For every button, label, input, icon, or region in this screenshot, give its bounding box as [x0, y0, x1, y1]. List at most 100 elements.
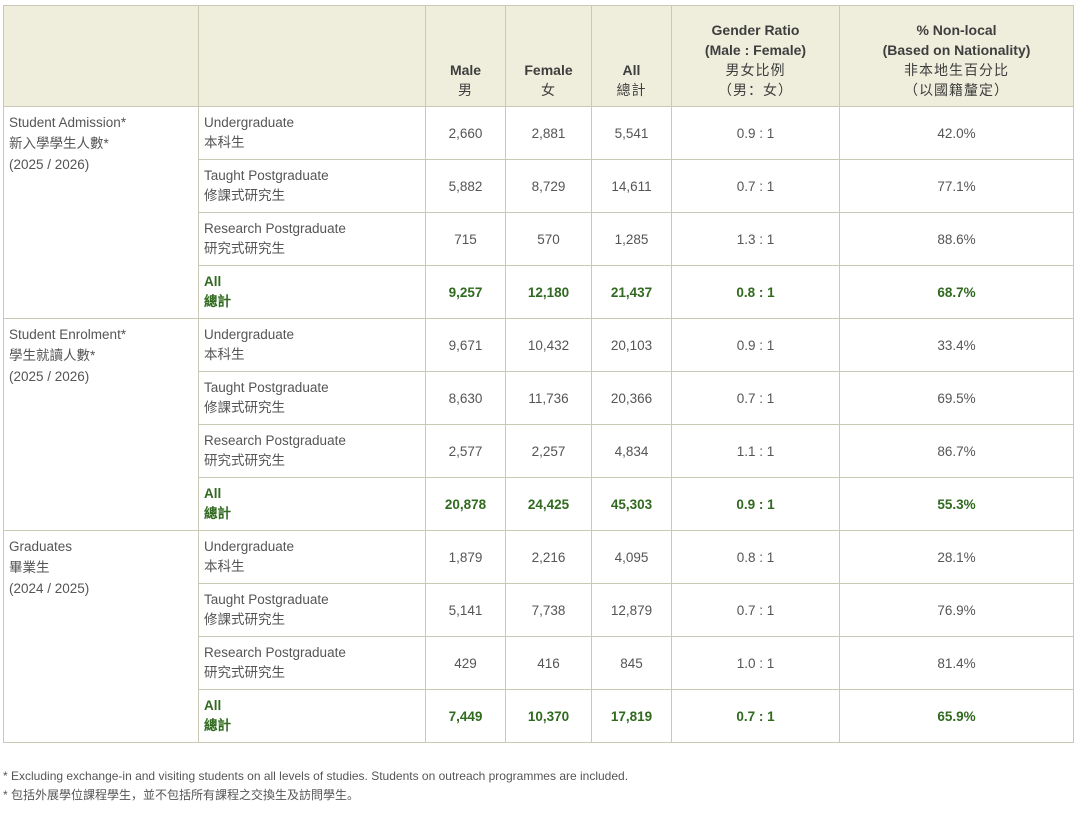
level-zh: 本科生 — [204, 347, 245, 362]
level-en: Undergraduate — [204, 539, 295, 554]
all-value: 4,095 — [591, 530, 672, 584]
level-cell: Taught Postgraduate 修課式研究生 — [198, 159, 426, 213]
table-body: Student Admission* 新入學學生人數* (2025 / 2026) U… — [3, 106, 1074, 743]
male-value: 9,257 — [425, 265, 506, 319]
nonlocal-value: 33.4% — [839, 318, 1074, 372]
level-cell: Research Postgraduate 研究式研究生 — [198, 636, 426, 690]
category-zh: 新入學學生人數* — [9, 136, 109, 151]
footnote-en: * Excluding exchange-in and visiting stu… — [3, 769, 629, 783]
student-statistics-table: Male 男 Female 女 All 總計 Gender Ratio (Mal… — [3, 5, 1074, 743]
level-en: Undergraduate — [204, 115, 295, 130]
male-value: 2,577 — [425, 424, 506, 478]
all-value: 845 — [591, 636, 672, 690]
male-value: 5,141 — [425, 583, 506, 637]
level-cell: Research Postgraduate 研究式研究生 — [198, 212, 426, 266]
category-zh: 畢業生 — [9, 560, 50, 575]
female-value: 7,738 — [505, 583, 592, 637]
female-value: 2,257 — [505, 424, 592, 478]
header-female-en: Female — [524, 62, 573, 78]
level-en: All — [204, 274, 222, 289]
all-value: 5,541 — [591, 106, 672, 160]
all-value: 20,366 — [591, 371, 672, 425]
level-en: Research Postgraduate — [204, 221, 346, 236]
all-value: 17,819 — [591, 689, 672, 743]
level-zh: 本科生 — [204, 135, 245, 150]
category-year: (2025 / 2026) — [9, 157, 90, 172]
category-en: Student Enrolment* — [9, 327, 127, 342]
header-non-local: % Non-local (Based on Nationality) 非本地生百… — [839, 5, 1074, 107]
all-value: 45,303 — [591, 477, 672, 531]
male-value: 8,630 — [425, 371, 506, 425]
header-level-blank — [198, 5, 426, 107]
nonlocal-value: 65.9% — [839, 689, 1074, 743]
table-total-row: All 總計 7,449 10,370 17,819 0.7 : 1 65.9% — [4, 689, 1074, 743]
nonlocal-value: 68.7% — [839, 265, 1074, 319]
nonlocal-value: 86.7% — [839, 424, 1074, 478]
header-female: Female 女 — [505, 5, 592, 107]
category-year: (2025 / 2026) — [9, 369, 90, 384]
category-cell: Student Enrolment* 學生就讀人數* (2025 / 2026) — [3, 318, 199, 531]
all-value: 14,611 — [591, 159, 672, 213]
female-value: 10,370 — [505, 689, 592, 743]
ratio-value: 1.1 : 1 — [671, 424, 840, 478]
category-zh: 學生就讀人數* — [9, 348, 96, 363]
header-male: Male 男 — [425, 5, 506, 107]
level-cell: All 總計 — [198, 689, 426, 743]
table-total-row: All 總計 9,257 12,180 21,437 0.8 : 1 68.7% — [4, 265, 1074, 319]
level-cell: All 總計 — [198, 477, 426, 531]
male-value: 429 — [425, 636, 506, 690]
female-value: 8,729 — [505, 159, 592, 213]
level-cell: Research Postgraduate 研究式研究生 — [198, 424, 426, 478]
footnotes: * Excluding exchange-in and visiting stu… — [3, 767, 628, 805]
header-female-zh: 女 — [541, 82, 556, 98]
header-all: All 總計 — [591, 5, 672, 107]
ratio-value: 0.9 : 1 — [671, 477, 840, 531]
female-value: 11,736 — [505, 371, 592, 425]
nonlocal-value: 88.6% — [839, 212, 1074, 266]
ratio-value: 1.0 : 1 — [671, 636, 840, 690]
category-cell: Graduates 畢業生 (2024 / 2025) — [3, 530, 199, 743]
category-cell: Student Admission* 新入學學生人數* (2025 / 2026) — [3, 106, 199, 319]
ratio-value: 0.9 : 1 — [671, 106, 840, 160]
level-en: Taught Postgraduate — [204, 380, 329, 395]
level-zh: 總計 — [204, 718, 231, 733]
female-value: 416 — [505, 636, 592, 690]
header-ratio-zh2: （男：女） — [718, 82, 793, 98]
level-zh: 研究式研究生 — [204, 665, 285, 680]
level-en: All — [204, 486, 222, 501]
ratio-value: 0.7 : 1 — [671, 583, 840, 637]
female-value: 2,881 — [505, 106, 592, 160]
level-cell: Taught Postgraduate 修課式研究生 — [198, 371, 426, 425]
nonlocal-value: 77.1% — [839, 159, 1074, 213]
male-value: 715 — [425, 212, 506, 266]
footnote-zh: * 包括外展學位課程學生，並不包括所有課程之交換生及訪問學生。 — [3, 788, 360, 802]
header-nonlocal-zh2: （以國籍釐定） — [904, 82, 1009, 98]
table-row: Taught Postgraduate 修課式研究生 5,141 7,738 12,87… — [4, 583, 1074, 637]
table-row: Taught Postgraduate 修課式研究生 8,630 11,736 20,3… — [4, 371, 1074, 425]
nonlocal-value: 28.1% — [839, 530, 1074, 584]
level-en: Research Postgraduate — [204, 645, 346, 660]
header-all-zh: 總計 — [616, 82, 647, 98]
nonlocal-value: 42.0% — [839, 106, 1074, 160]
header-male-zh: 男 — [458, 82, 473, 98]
level-zh: 本科生 — [204, 559, 245, 574]
all-value: 12,879 — [591, 583, 672, 637]
ratio-value: 1.3 : 1 — [671, 212, 840, 266]
header-male-en: Male — [449, 62, 482, 78]
level-cell: Undergraduate 本科生 — [198, 530, 426, 584]
header-ratio-en2: (Male : Female) — [704, 42, 807, 58]
header-gender-ratio: Gender Ratio (Male : Female) 男女比例 （男：女） — [671, 5, 840, 107]
header-ratio-en1: Gender Ratio — [711, 22, 800, 38]
header-all-en: All — [622, 62, 641, 78]
level-cell: All 總計 — [198, 265, 426, 319]
statistics-table-container: Male 男 Female 女 All 總計 Gender Ratio (Mal… — [3, 5, 1074, 743]
level-cell: Undergraduate 本科生 — [198, 106, 426, 160]
header-nonlocal-zh1: 非本地生百分比 — [904, 62, 1009, 78]
table-row: Student Enrolment* 學生就讀人數* (2025 / 2026) Un… — [3, 318, 1074, 531]
ratio-value: 0.9 : 1 — [671, 318, 840, 372]
ratio-value: 0.7 : 1 — [671, 371, 840, 425]
level-en: Undergraduate — [204, 327, 295, 342]
table-row: Graduates 畢業生 (2024 / 2025) Undergraduate 本科… — [3, 530, 1074, 743]
ratio-value: 0.7 : 1 — [671, 159, 840, 213]
ratio-value: 0.8 : 1 — [671, 530, 840, 584]
